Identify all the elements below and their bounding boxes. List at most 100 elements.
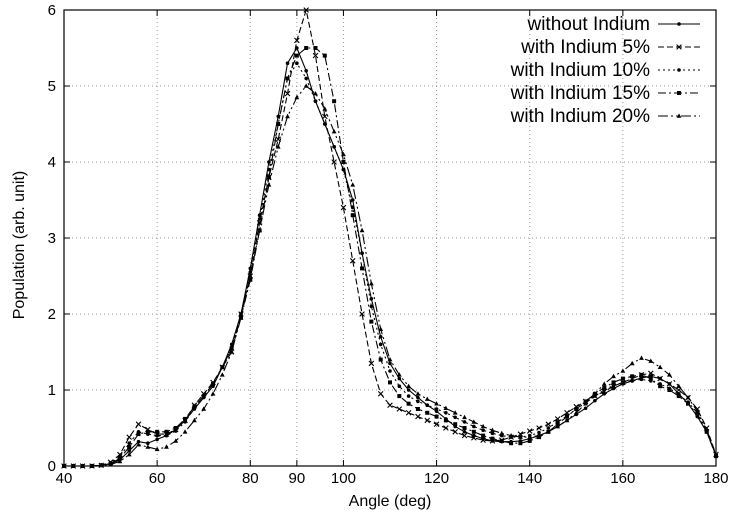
data-point — [434, 401, 439, 406]
data-point — [630, 379, 634, 383]
series-group — [61, 7, 719, 469]
data-point — [331, 159, 337, 165]
data-point — [267, 160, 271, 164]
data-point — [295, 61, 299, 65]
data-point — [340, 204, 347, 211]
data-point — [444, 411, 448, 415]
legend-marker — [676, 44, 682, 50]
y-tick-label: 4 — [48, 154, 56, 171]
data-point — [164, 433, 169, 438]
data-point — [639, 355, 644, 360]
data-point — [220, 365, 225, 370]
data-point — [127, 449, 131, 453]
data-point — [108, 461, 113, 467]
data-point — [658, 384, 663, 389]
y-tick-label: 0 — [48, 458, 56, 475]
data-point — [425, 410, 430, 415]
data-point — [545, 429, 551, 434]
data-point — [182, 429, 188, 434]
data-point — [313, 91, 318, 96]
legend-entry: with Indium 5% — [520, 37, 700, 58]
x-tick-label: 60 — [149, 470, 166, 487]
data-point — [554, 416, 561, 422]
data-point — [136, 432, 141, 437]
data-point — [648, 376, 653, 381]
data-point — [313, 46, 318, 50]
data-point — [211, 381, 216, 386]
legend-marker — [677, 68, 681, 72]
x-tick-label: 160 — [610, 470, 635, 487]
data-point — [452, 410, 458, 415]
data-point — [573, 410, 579, 415]
data-point — [360, 266, 365, 271]
data-point — [350, 198, 355, 202]
data-point — [601, 381, 607, 386]
data-point — [350, 182, 356, 187]
data-point — [462, 430, 467, 434]
data-point — [294, 53, 299, 58]
y-tick-label: 5 — [48, 78, 56, 95]
data-point — [593, 398, 597, 403]
data-point — [350, 213, 355, 218]
data-point — [639, 372, 644, 377]
data-point — [471, 429, 476, 434]
data-point — [276, 122, 281, 126]
data-point — [173, 429, 178, 433]
data-point — [98, 462, 104, 468]
data-point — [481, 428, 485, 433]
data-point — [173, 438, 179, 443]
data-point — [648, 358, 654, 363]
data-point — [266, 182, 272, 187]
data-point — [499, 438, 504, 443]
data-point — [136, 442, 141, 447]
legend-entry: with Indium 15% — [510, 83, 700, 104]
x-tick-label: 90 — [289, 470, 306, 487]
data-point — [564, 417, 570, 423]
data-point — [229, 349, 235, 354]
data-point — [611, 373, 616, 379]
data-point — [312, 52, 319, 59]
legend-marker — [677, 91, 681, 95]
data-point — [304, 69, 308, 73]
data-point — [341, 151, 346, 157]
data-point — [378, 342, 383, 347]
series-5 — [61, 83, 719, 468]
legend-entry: with Indium 10% — [510, 60, 700, 81]
data-point — [685, 395, 691, 400]
data-point — [480, 437, 486, 443]
legend-entry: without Indium — [526, 14, 700, 35]
data-point — [639, 377, 644, 382]
data-point — [350, 205, 355, 210]
data-point — [406, 401, 411, 406]
axes: 40 60 80 90 100 120 140 160 180 0 1 2 3 4 5 6 — [48, 2, 729, 487]
data-point — [285, 113, 290, 119]
data-point — [630, 374, 635, 379]
data-point — [592, 391, 598, 396]
data-point — [284, 90, 291, 97]
data-point — [155, 433, 159, 438]
data-point — [145, 444, 151, 449]
data-point — [294, 37, 300, 44]
data-point — [304, 46, 309, 50]
data-point — [405, 410, 412, 416]
data-point — [461, 432, 468, 439]
data-point — [574, 407, 579, 411]
data-point — [248, 277, 253, 282]
data-point — [397, 394, 402, 399]
data-point — [490, 436, 495, 441]
x-axis-title: Angle (deg) — [349, 493, 432, 510]
data-point — [518, 441, 523, 446]
data-point — [332, 145, 336, 149]
data-point — [126, 434, 132, 440]
legend-label: with Indium 5% — [520, 37, 650, 58]
data-point — [657, 375, 663, 382]
data-point — [416, 395, 420, 400]
data-point — [611, 380, 616, 385]
legend-marker — [677, 22, 681, 26]
data-point — [341, 160, 346, 164]
data-point — [369, 319, 374, 324]
data-point — [70, 463, 76, 468]
data-point — [117, 458, 123, 464]
data-point — [155, 429, 160, 434]
data-point — [425, 403, 430, 408]
